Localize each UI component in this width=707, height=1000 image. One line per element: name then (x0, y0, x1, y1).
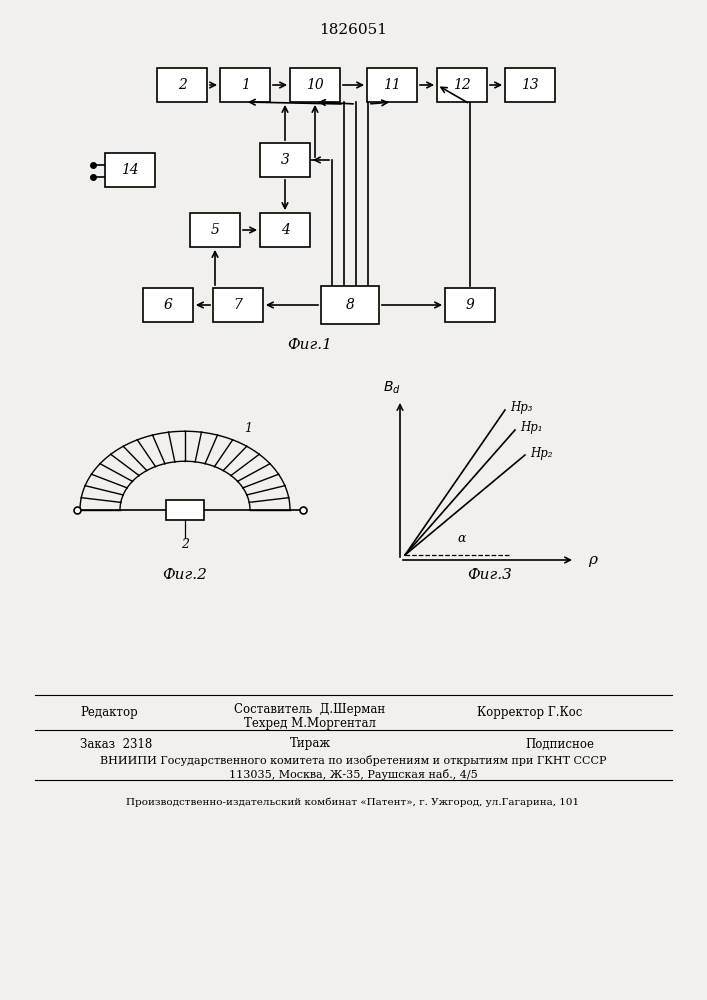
Text: 4: 4 (281, 223, 289, 237)
Text: Составитель  Д.Шерман: Составитель Д.Шерман (235, 702, 385, 716)
Text: ρ: ρ (588, 553, 597, 567)
Text: 13: 13 (521, 78, 539, 92)
Bar (445, 288, 495, 322)
Text: 2: 2 (181, 538, 189, 552)
Bar (213, 288, 263, 322)
Bar (190, 213, 240, 247)
Text: ВНИИПИ Государственного комитета по изобретениям и открытиям при ГКНТ СССР: ВНИИПИ Государственного комитета по изоб… (100, 754, 606, 766)
Text: 8: 8 (346, 298, 354, 312)
Text: Корректор Г.Кос: Корректор Г.Кос (477, 706, 583, 719)
Bar (105, 153, 155, 187)
Bar (321, 286, 379, 324)
Text: Редактор: Редактор (80, 706, 138, 719)
Text: Фиг.1: Фиг.1 (288, 338, 332, 352)
Bar (157, 68, 207, 102)
Text: 9: 9 (466, 298, 474, 312)
Bar (166, 500, 204, 520)
Text: 2: 2 (177, 78, 187, 92)
Bar (143, 288, 193, 322)
Bar (505, 68, 555, 102)
Text: Фиг.2: Фиг.2 (163, 568, 207, 582)
Text: 7: 7 (233, 298, 243, 312)
Text: Нр₃: Нр₃ (510, 401, 532, 414)
Bar (260, 213, 310, 247)
Bar (290, 68, 340, 102)
Text: Нр₁: Нр₁ (520, 422, 542, 434)
Bar (437, 68, 487, 102)
Text: α: α (457, 532, 466, 544)
Text: Нр₂: Нр₂ (530, 446, 552, 460)
Text: Техред М.Моргентал: Техред М.Моргентал (244, 716, 376, 730)
Text: 11: 11 (383, 78, 401, 92)
Text: 3: 3 (281, 153, 289, 167)
Text: Подписное: Подписное (525, 738, 595, 750)
Bar (260, 143, 310, 177)
Text: Производственно-издательский комбинат «Патент», г. Ужгород, ул.Гагарина, 101: Производственно-издательский комбинат «П… (127, 797, 580, 807)
Text: 10: 10 (306, 78, 324, 92)
Text: 113035, Москва, Ж-35, Раушская наб., 4/5: 113035, Москва, Ж-35, Раушская наб., 4/5 (228, 768, 477, 780)
Text: 5: 5 (211, 223, 219, 237)
Text: 14: 14 (121, 163, 139, 177)
Text: 6: 6 (163, 298, 173, 312)
Text: $B_d$: $B_d$ (383, 380, 401, 396)
Text: 1: 1 (244, 422, 252, 435)
Text: Фиг.3: Фиг.3 (467, 568, 513, 582)
Text: 12: 12 (453, 78, 471, 92)
Text: 1826051: 1826051 (319, 23, 387, 37)
Text: Тираж: Тираж (289, 738, 331, 750)
Bar (220, 68, 270, 102)
Bar (367, 68, 417, 102)
Text: 1: 1 (240, 78, 250, 92)
Text: Заказ  2318: Заказ 2318 (80, 738, 152, 750)
